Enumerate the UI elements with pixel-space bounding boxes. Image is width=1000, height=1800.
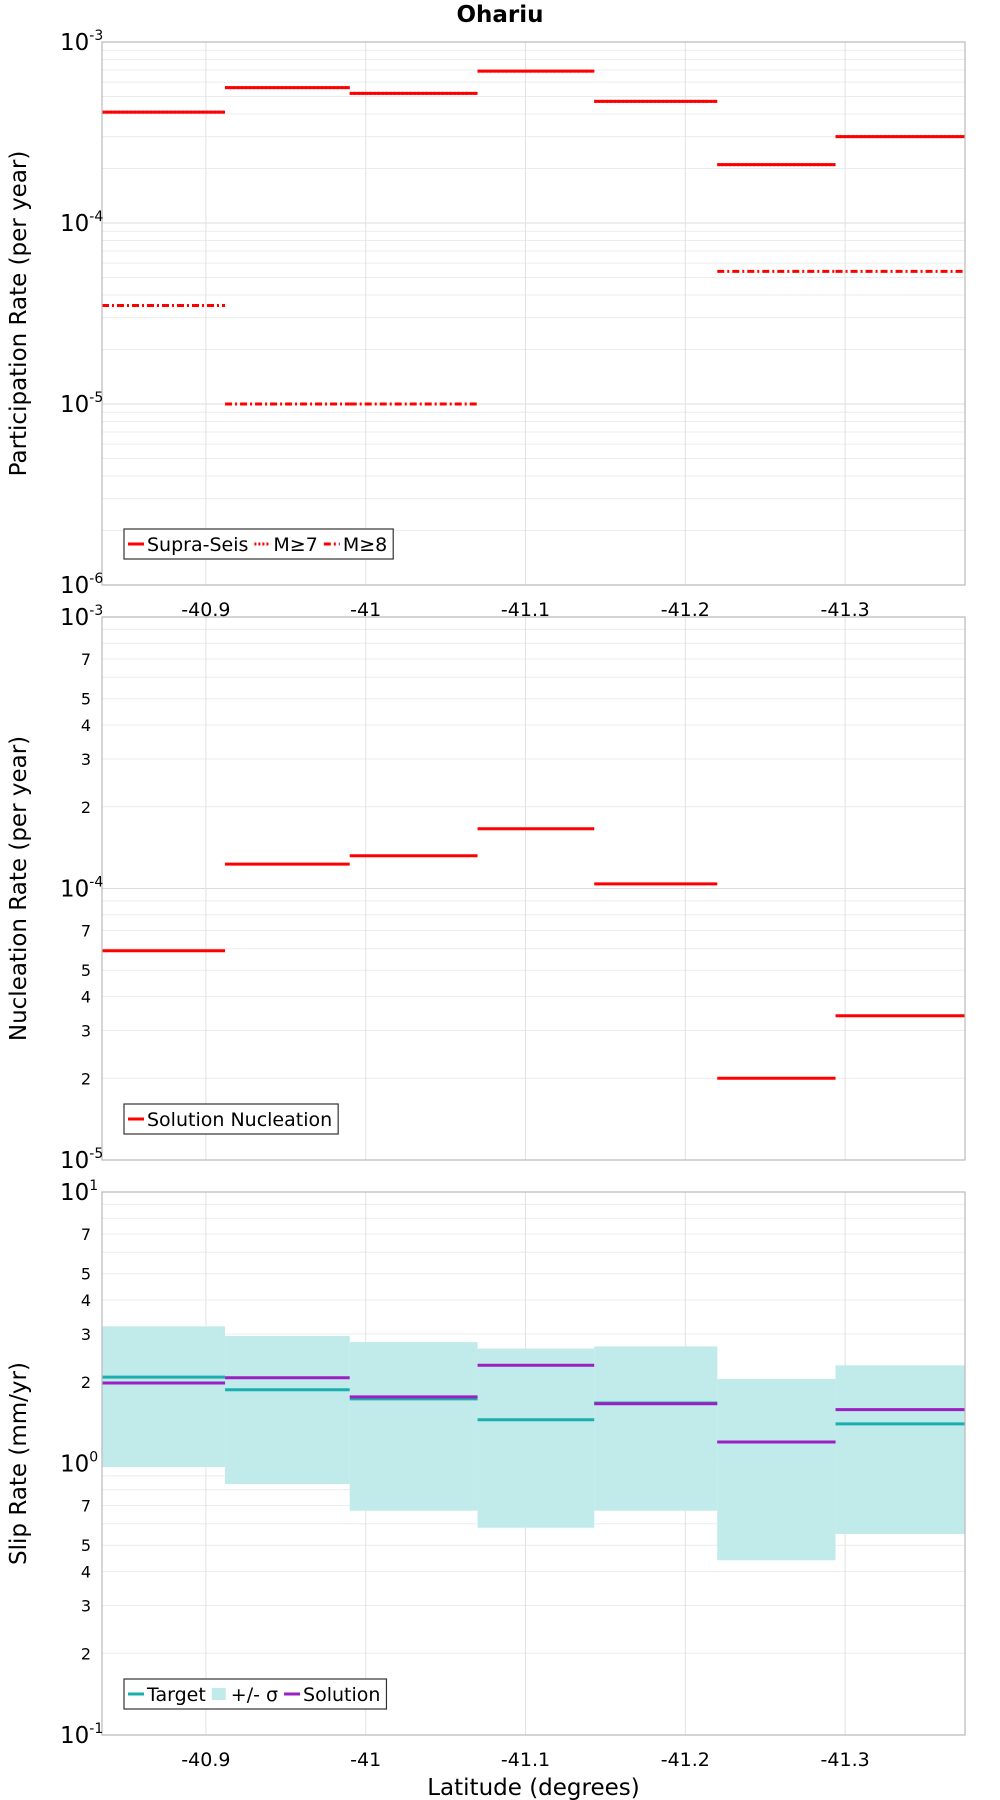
y-minor-tick-label: 5 — [81, 961, 91, 980]
y-minor-tick-label: 5 — [81, 1536, 91, 1555]
sigma-band — [102, 1326, 965, 1561]
y-minor-tick-label: 7 — [81, 922, 91, 941]
y-tick-label: 100 — [60, 1450, 98, 1478]
legend-label: M≥8 — [343, 534, 387, 556]
series-solution — [102, 1363, 965, 1444]
y-minor-tick-label: 7 — [81, 1225, 91, 1244]
y-minor-tick-label: 7 — [81, 1497, 91, 1516]
series-solution-nucleation — [102, 827, 965, 1080]
y-axis-label: Slip Rate (mm/yr) — [6, 1362, 32, 1565]
y-axis-label: Nucleation Rate (per year) — [6, 736, 32, 1041]
sigma-band-rect — [594, 1346, 718, 1511]
legend-swatch — [211, 1688, 226, 1700]
x-tick-label: -41 — [350, 1749, 381, 1771]
legend-label: Supra-Seis — [147, 534, 248, 556]
plot-area — [102, 42, 965, 585]
y-minor-tick-label: 5 — [81, 690, 91, 709]
y-minor-tick-label: 4 — [81, 988, 91, 1007]
x-tick-label: -41.1 — [501, 1749, 550, 1771]
x-axis-label: Latitude (degrees) — [427, 1775, 640, 1800]
y-axis-label: Participation Rate (per year) — [6, 151, 32, 477]
y-minor-tick-label: 3 — [81, 1021, 91, 1040]
x-tick-label: -40.9 — [181, 599, 230, 621]
series-m-8 — [102, 269, 965, 406]
y-tick-label: 101 — [60, 1178, 98, 1206]
x-tick-label: -41.1 — [501, 599, 550, 621]
chart-panel-2: 10-5 10-4 10-3 2 3 4 5 7 2 3 4 5 7 Nucleation Rate (p… — [6, 603, 966, 1174]
y-tick-label: 10-4 — [60, 209, 103, 237]
legend-box — [123, 1678, 388, 1710]
y-tick-label: 10-6 — [60, 571, 103, 599]
y-minor-tick-label: 2 — [81, 1069, 91, 1088]
sigma-band-rect — [349, 1342, 478, 1511]
x-tick-label: -41.3 — [821, 1749, 870, 1771]
sigma-band-rect — [225, 1335, 350, 1485]
y-minor-tick-label: 2 — [81, 798, 91, 817]
y-minor-tick-label: 4 — [81, 1291, 91, 1310]
legend-label: Target — [146, 1684, 206, 1706]
y-minor-tick-label: 7 — [81, 650, 91, 669]
y-minor-tick-label: 4 — [81, 1563, 91, 1582]
y-tick-label: 10-3 — [60, 603, 103, 631]
y-minor-tick-label: 5 — [81, 1265, 91, 1284]
y-minor-tick-label: 2 — [81, 1644, 91, 1663]
legend: Solution Nucleation — [123, 1103, 339, 1135]
chart-title: Ohariu — [456, 2, 543, 28]
legend-label: M≥7 — [273, 534, 317, 556]
plot-frame — [101, 1191, 966, 1736]
y-minor-tick-label: 3 — [81, 1325, 91, 1344]
sigma-band-rect — [477, 1348, 595, 1528]
y-tick-label: 10-3 — [60, 28, 103, 56]
plot-frame — [101, 41, 966, 586]
sigma-band-rect — [102, 1326, 226, 1468]
x-tick-label: -41 — [350, 599, 381, 621]
y-tick-label: 10-4 — [60, 875, 103, 903]
y-tick-label: 10-5 — [60, 390, 103, 418]
chart-panels: 10-6 10-5 10-4 10-3 Participation Rate (per … — [6, 28, 966, 1800]
y-minor-tick-label: 2 — [81, 1373, 91, 1392]
sigma-band-rect — [717, 1378, 836, 1561]
y-minor-tick-label: 3 — [81, 750, 91, 769]
legend: Supra-Seis M≥7 M≥8 — [123, 528, 394, 560]
y-tick-label: 10-1 — [60, 1721, 103, 1749]
x-tick-label: -41.3 — [821, 599, 870, 621]
legend: Target +/- σ Solution — [123, 1678, 388, 1710]
series-m-7 — [102, 69, 965, 167]
y-minor-tick-label: 4 — [81, 716, 91, 735]
x-tick-label: -41.2 — [661, 1749, 710, 1771]
chart-panel-1: 10-6 10-5 10-4 10-3 Participation Rate (per … — [6, 28, 966, 621]
x-tick-label: -40.9 — [181, 1749, 230, 1771]
legend-label: Solution — [303, 1684, 380, 1706]
chart-panel-3: 10-1 100 101 2 3 4 5 7 2 3 4 5 7 Slip Rate (mm/yr) -40… — [6, 1178, 966, 1800]
plot-frame — [101, 616, 966, 1161]
legend-label: +/- σ — [231, 1684, 278, 1706]
x-tick-label: -41.2 — [661, 599, 710, 621]
y-tick-label: 10-5 — [60, 1146, 103, 1174]
sigma-band-rect — [835, 1365, 965, 1534]
legend-box — [123, 1103, 339, 1135]
legend-label: Solution Nucleation — [147, 1109, 332, 1131]
y-minor-tick-label: 3 — [81, 1596, 91, 1615]
